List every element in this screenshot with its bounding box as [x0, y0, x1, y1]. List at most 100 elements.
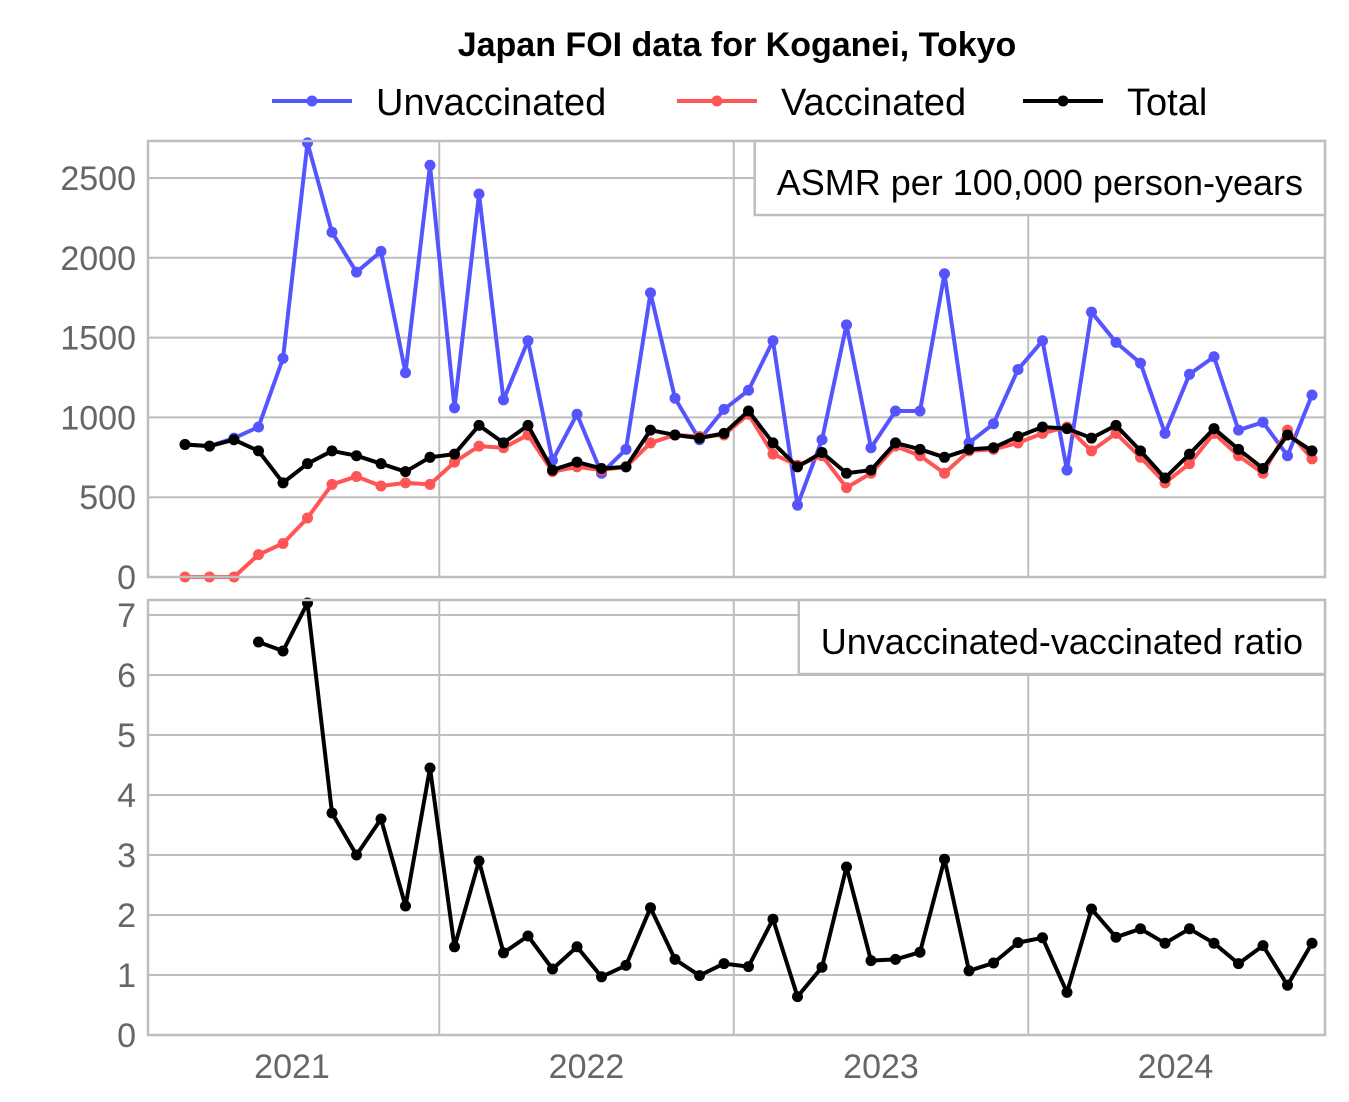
panel-label-box: [797, 598, 1327, 676]
data-point-ratio: [620, 959, 632, 971]
data-point-unvaccinated: [816, 434, 828, 446]
data-point-unvaccinated: [1086, 306, 1097, 318]
data-point-vaccinated: [424, 478, 436, 490]
data-point-vaccinated: [375, 480, 387, 492]
data-point-vaccinated: [473, 440, 485, 452]
data-point-unvaccinated: [988, 418, 999, 430]
data-point-ratio: [1306, 937, 1318, 949]
data-point-unvaccinated: [645, 287, 656, 299]
data-point-ratio: [939, 853, 950, 865]
data-point-total: [571, 456, 583, 468]
data-point-unvaccinated: [841, 319, 852, 331]
data-point-ratio: [1257, 940, 1269, 952]
data-point-total: [400, 466, 411, 478]
data-point-total: [326, 445, 338, 457]
x-tick-label: 2024: [1138, 1048, 1214, 1086]
data-point-ratio: [1233, 958, 1244, 970]
y-tick-label: 5: [117, 717, 136, 755]
data-point-vaccinated: [841, 482, 852, 494]
data-point-unvaccinated: [718, 403, 730, 415]
data-point-ratio: [596, 971, 607, 983]
data-point-ratio: [792, 991, 803, 1003]
data-point-total: [1037, 421, 1048, 433]
data-point-unvaccinated: [1257, 416, 1269, 428]
data-point-unvaccinated: [1306, 389, 1318, 401]
data-point-ratio: [743, 961, 754, 973]
data-point-ratio: [1184, 923, 1195, 935]
y-tick-label: 1: [117, 957, 136, 995]
legend-marker-unvaccinated: [306, 95, 318, 107]
data-point-ratio: [449, 941, 460, 953]
data-point-ratio: [571, 941, 583, 953]
y-tick-label: 1500: [60, 320, 136, 358]
data-point-ratio: [498, 947, 509, 959]
data-point-unvaccinated: [1208, 351, 1220, 363]
x-tick-label: 2023: [843, 1048, 919, 1086]
data-point-unvaccinated: [424, 159, 436, 171]
data-point-vaccinated: [351, 470, 362, 482]
data-point-ratio: [669, 953, 681, 965]
x-tick-label: 2021: [254, 1048, 330, 1086]
data-point-total: [277, 477, 289, 489]
data-point-total: [547, 464, 558, 476]
data-point-unvaccinated: [939, 268, 950, 280]
data-point-unvaccinated: [1282, 450, 1293, 462]
data-point-total: [498, 437, 509, 449]
panel-label: Unvaccinated-vaccinated ratio: [821, 621, 1303, 662]
data-point-vaccinated: [277, 537, 289, 549]
data-point-ratio: [424, 762, 436, 774]
data-point-vaccinated: [326, 478, 338, 490]
data-point-total: [767, 437, 779, 449]
data-point-ratio: [1208, 937, 1220, 949]
data-point-unvaccinated: [1135, 357, 1146, 369]
data-point-total: [1282, 429, 1293, 441]
data-point-total: [1061, 423, 1073, 435]
data-point-total: [302, 458, 313, 470]
data-point-total: [375, 458, 387, 470]
data-point-total: [645, 424, 656, 436]
y-tick-label: 7: [117, 597, 136, 635]
data-point-total: [988, 442, 999, 454]
data-point-ratio: [865, 955, 877, 967]
data-point-unvaccinated: [498, 394, 509, 406]
data-point-total: [596, 462, 607, 474]
data-point-vaccinated: [302, 512, 313, 524]
data-point-total: [1233, 443, 1244, 455]
data-point-ratio: [841, 861, 852, 873]
data-point-unvaccinated: [1184, 368, 1195, 380]
data-point-unvaccinated: [1037, 335, 1048, 347]
legend-label-total: Total: [1127, 82, 1207, 124]
data-point-total: [890, 437, 901, 449]
data-point-ratio: [253, 636, 264, 648]
data-point-unvaccinated: [277, 352, 289, 364]
data-point-vaccinated: [1086, 445, 1097, 457]
data-point-total: [522, 419, 534, 431]
data-point-ratio: [645, 902, 656, 914]
data-point-vaccinated: [939, 467, 950, 479]
legend-marker-vaccinated: [711, 95, 723, 107]
x-tick-label: 2022: [549, 1048, 625, 1086]
data-point-total: [718, 427, 730, 439]
data-point-vaccinated: [1184, 458, 1195, 470]
data-point-total: [620, 461, 632, 473]
data-point-unvaccinated: [669, 392, 681, 404]
y-tick-label: 4: [117, 777, 136, 815]
data-point-ratio: [914, 946, 926, 958]
data-point-total: [473, 419, 485, 431]
data-point-unvaccinated: [865, 442, 877, 454]
panel-border: [146, 598, 1327, 1037]
data-point-ratio: [1135, 923, 1146, 935]
y-tick-label: 0: [117, 1017, 136, 1055]
data-point-ratio: [1110, 931, 1122, 943]
data-point-total: [449, 448, 460, 460]
data-point-ratio: [890, 953, 901, 965]
data-point-total: [253, 445, 264, 457]
y-tick-label: 500: [79, 479, 136, 517]
data-point-unvaccinated: [302, 137, 313, 149]
data-point-unvaccinated: [351, 266, 362, 278]
y-tick-label: 1000: [60, 399, 136, 437]
data-point-total: [743, 405, 754, 417]
y-tick-label: 2000: [60, 240, 136, 278]
data-point-ratio: [767, 913, 779, 925]
